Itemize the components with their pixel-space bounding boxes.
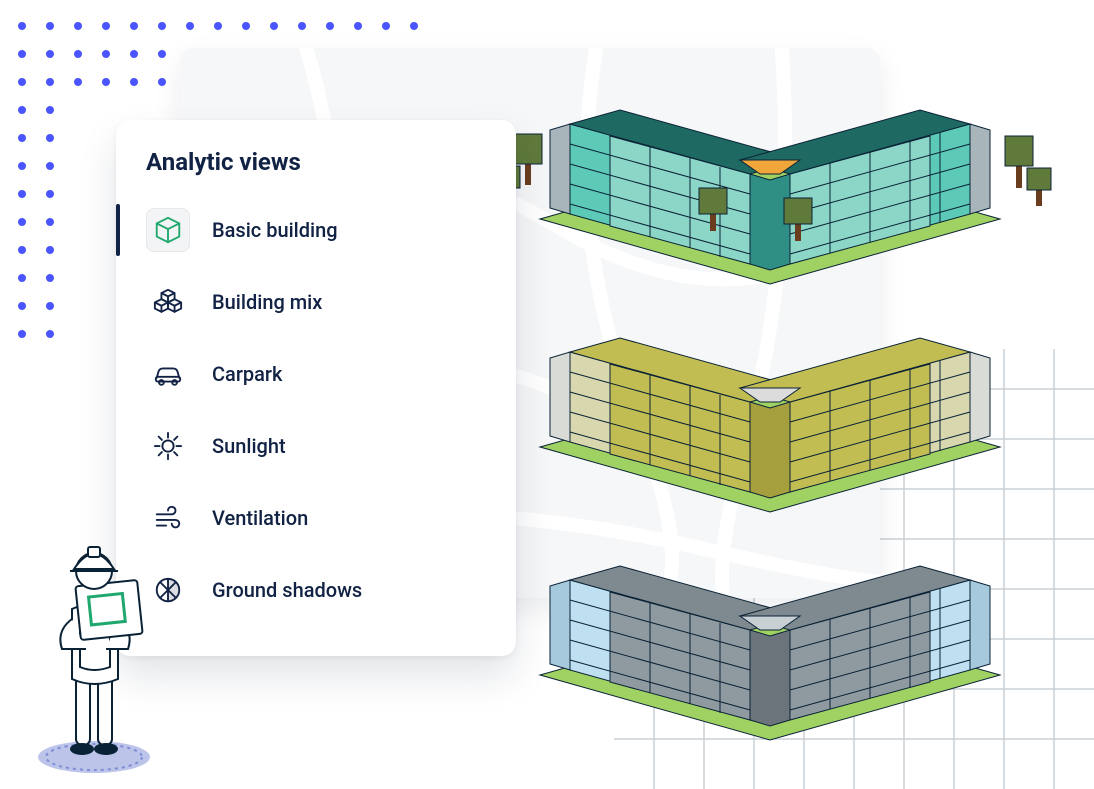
view-item-label: Ground shadows (212, 578, 362, 602)
view-item-label: Building mix (212, 290, 322, 314)
view-item-label: Sunlight (212, 434, 286, 458)
shadows-view (470, 500, 1070, 760)
cube-icon (146, 208, 190, 252)
view-item-label: Carpark (212, 362, 282, 386)
cubes-icon (146, 280, 190, 324)
basic-building-view (470, 44, 1070, 304)
view-item-basic-building[interactable]: Basic building (140, 198, 492, 262)
sun-icon (146, 424, 190, 468)
panel-title: Analytic views (140, 148, 492, 176)
view-item-building-mix[interactable]: Building mix (140, 270, 492, 334)
view-item-ground-shadows[interactable]: Ground shadows (140, 558, 492, 622)
view-item-label: Basic building (212, 218, 338, 242)
view-item-sunlight[interactable]: Sunlight (140, 414, 492, 478)
view-item-ventilation[interactable]: Ventilation (140, 486, 492, 550)
car-icon (146, 352, 190, 396)
view-item-carpark[interactable]: Carpark (140, 342, 492, 406)
surveyor-figure (32, 499, 182, 779)
views-list: Basic building Building mix Carpark Sunlig… (140, 198, 492, 622)
view-item-label: Ventilation (212, 506, 308, 530)
building-mix-view (470, 272, 1070, 532)
buildings-container (490, 44, 1070, 764)
